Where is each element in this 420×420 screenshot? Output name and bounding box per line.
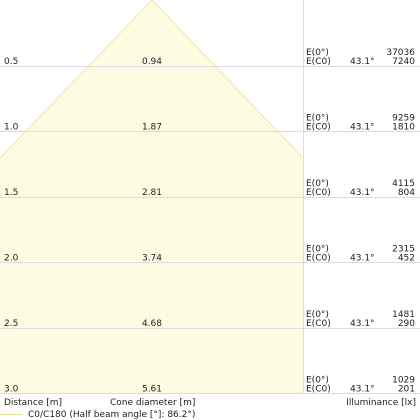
legend-swatch: [0, 414, 22, 415]
cone-diameter-value: 4.68: [142, 319, 162, 329]
ec0-label: E(C0): [306, 188, 331, 198]
ec0-illuminance-value: 452: [398, 254, 415, 264]
e0-illuminance-value: 4115: [392, 179, 415, 189]
e0-illuminance-value: 2315: [392, 245, 415, 255]
ec0-illuminance-value: 1810: [392, 123, 415, 133]
legend-text: C0/C180 (Half beam angle [°]: 86.2°): [28, 409, 196, 420]
distance-value: 2.5: [4, 319, 18, 329]
cone-diameter-value: 2.81: [142, 188, 162, 198]
beam-cone-edge: [0, 0, 304, 159]
ec0-illuminance-value: 804: [398, 188, 415, 198]
e0-label: E(0°): [306, 114, 329, 124]
ec0-illuminance-value: 201: [398, 385, 415, 395]
e0-illuminance-value: 1029: [392, 376, 415, 386]
e0-label: E(0°): [306, 376, 329, 386]
ec0-label: E(C0): [306, 123, 331, 133]
legend: C0/C180 (Half beam angle [°]: 86.2°): [0, 409, 195, 420]
cone-diameter-value: 5.61: [142, 385, 162, 395]
e0-label: E(0°): [306, 48, 329, 58]
ec0-label: E(C0): [306, 319, 331, 329]
ec0-label: E(C0): [306, 385, 331, 395]
e0-label: E(0°): [306, 310, 329, 320]
distance-value: 2.0: [4, 254, 19, 264]
e0-label: E(0°): [306, 179, 329, 189]
e0-illuminance-value: 9259: [392, 114, 415, 124]
illuminance-axis-label: Illuminance [lx]: [346, 398, 416, 408]
ec0-illuminance-value: 290: [398, 319, 415, 329]
half-angle-value: 43.1°: [350, 319, 375, 329]
cone-diameter-value: 3.74: [142, 254, 162, 264]
distance-value: 3.0: [4, 385, 19, 395]
half-angle-value: 43.1°: [350, 254, 375, 264]
distance-value: 1.5: [4, 188, 18, 198]
half-angle-value: 43.1°: [350, 57, 375, 67]
ec0-illuminance-value: 7240: [392, 57, 415, 67]
half-angle-value: 43.1°: [350, 188, 375, 198]
distance-axis-label: Distance [m]: [4, 398, 63, 408]
cone-diameter-value: 0.94: [142, 57, 162, 67]
cone-diameter-axis-label: Cone diameter [m]: [110, 398, 196, 408]
half-angle-value: 43.1°: [350, 385, 375, 395]
distance-value: 1.0: [4, 123, 19, 133]
distance-value: 0.5: [4, 57, 18, 67]
half-angle-value: 43.1°: [350, 123, 375, 133]
e0-label: E(0°): [306, 245, 329, 255]
cone-diameter-value: 1.87: [142, 123, 162, 133]
ec0-label: E(C0): [306, 57, 331, 67]
e0-illuminance-value: 37036: [386, 48, 415, 58]
ec0-label: E(C0): [306, 254, 331, 264]
grid-lines: [0, 0, 420, 394]
e0-illuminance-value: 1481: [392, 310, 415, 320]
beam-cone-area: [0, 0, 303, 393]
